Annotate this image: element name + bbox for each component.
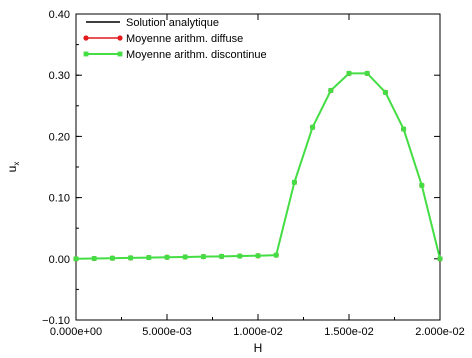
x-tick-label: 2.000e-02 bbox=[415, 326, 465, 338]
series-point-2 bbox=[419, 182, 425, 188]
y-axis-label-group: ux bbox=[5, 162, 21, 173]
x-tick-label: 1.500e-02 bbox=[324, 326, 374, 338]
series-point-2 bbox=[110, 255, 115, 261]
series-point-2 bbox=[237, 253, 243, 259]
y-tick-label: −0.10 bbox=[42, 315, 70, 327]
series-point-2 bbox=[310, 124, 315, 130]
x-axis-label: H bbox=[254, 341, 263, 355]
legend-marker-1 bbox=[83, 35, 89, 41]
series-line-1 bbox=[75, 72, 441, 260]
legend-marker-2 bbox=[117, 51, 123, 57]
series-point-2 bbox=[292, 179, 297, 185]
y-tick-label: 0.20 bbox=[49, 131, 70, 143]
series-point-2 bbox=[383, 89, 388, 95]
series-point-2 bbox=[255, 253, 261, 259]
series-point-2 bbox=[128, 255, 133, 261]
series-point-2 bbox=[219, 253, 224, 259]
y-tick-label: 0.30 bbox=[49, 70, 70, 82]
x-tick-label: 5.000e-03 bbox=[142, 326, 192, 338]
series-point-2 bbox=[146, 255, 152, 260]
y-axis-label: ux bbox=[5, 162, 21, 173]
legend-label-2: Moyenne arithm. discontinue bbox=[126, 49, 267, 61]
series-point-2 bbox=[201, 254, 206, 260]
series-point-2 bbox=[164, 254, 170, 260]
series-point-2 bbox=[273, 252, 279, 258]
series-point-2 bbox=[73, 256, 79, 262]
series-point-2 bbox=[401, 126, 406, 132]
series-point-2 bbox=[182, 254, 188, 260]
y-tick-label: 0.40 bbox=[49, 9, 70, 21]
y-axis-label-main: u bbox=[5, 166, 19, 173]
series-point-2 bbox=[91, 256, 97, 261]
y-tick-label: 0.00 bbox=[49, 254, 70, 266]
x-tick-label: 1.000e-02 bbox=[233, 326, 283, 338]
series-point-2 bbox=[437, 256, 443, 262]
series-line-0 bbox=[75, 72, 441, 260]
series-point-2 bbox=[328, 88, 334, 93]
series-point-2 bbox=[364, 70, 370, 76]
legend-marker-1 bbox=[117, 35, 123, 41]
series-line-2 bbox=[75, 72, 441, 260]
legend-label-0: Solution analytique bbox=[126, 17, 219, 29]
y-tick-label: 0.10 bbox=[49, 193, 70, 205]
y-axis-label-subscript: x bbox=[12, 162, 21, 166]
legend-label-1: Moyenne arithm. diffuse bbox=[126, 33, 243, 45]
series-point-2 bbox=[346, 70, 352, 76]
x-tick-label: 0.000e+00 bbox=[50, 326, 102, 338]
legend-marker-2 bbox=[83, 51, 89, 57]
